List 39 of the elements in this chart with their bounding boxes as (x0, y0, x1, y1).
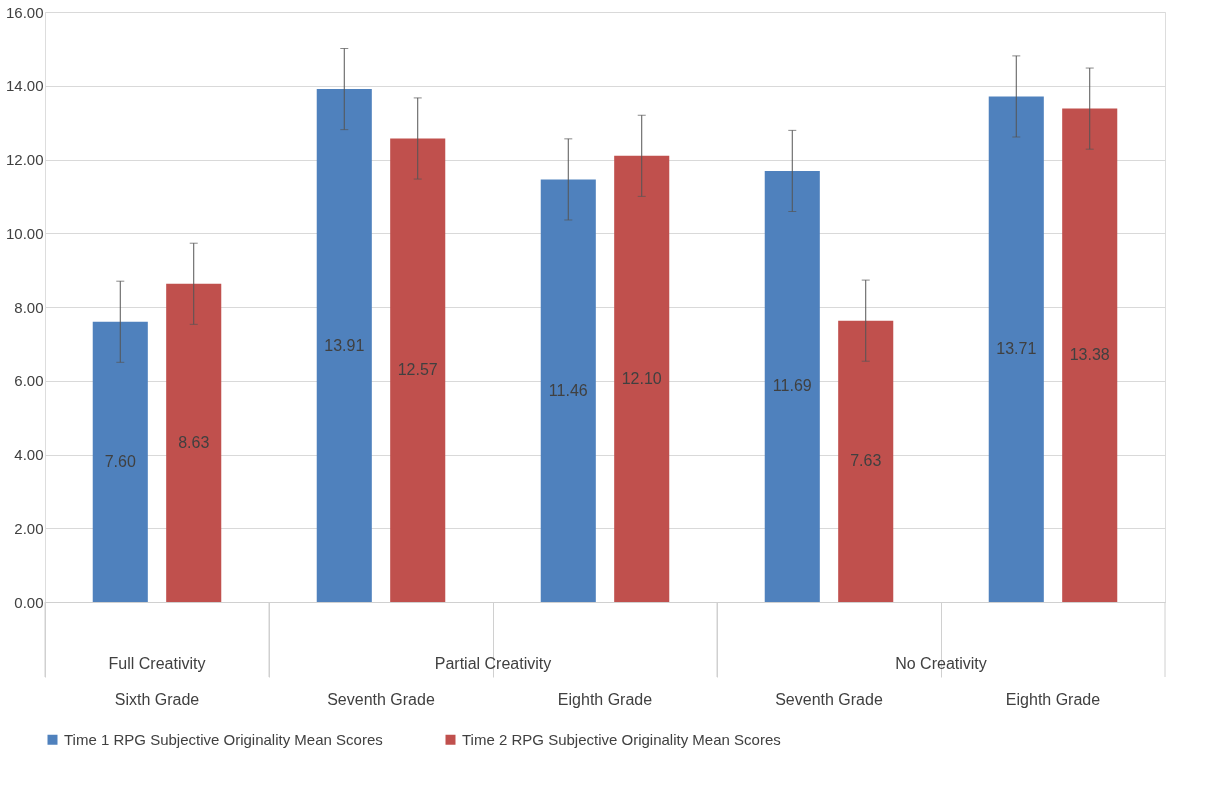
x-tick-label: Seventh Grade (327, 690, 435, 708)
legend-label: Time 1 RPG Subjective Originality Mean Scores (64, 730, 383, 748)
x-tick-label: Eighth Grade (557, 690, 653, 708)
data-label: 7.63 (850, 452, 882, 470)
y-tick-label: 16.00 (5, 3, 44, 21)
y-tick-label: 2.00 (14, 519, 44, 537)
data-label: 12.57 (397, 361, 438, 379)
y-tick-label: 0.00 (14, 593, 44, 611)
bar (316, 89, 372, 602)
x-tick-label: Eighth Grade (1005, 690, 1101, 708)
data-label: 11.69 (772, 377, 812, 395)
data-label: 13.38 (1069, 346, 1110, 364)
y-tick-label: 12.00 (5, 151, 44, 168)
bar (92, 321, 148, 602)
bar (1062, 108, 1118, 602)
x-tick-label: Sixth Grade (114, 690, 200, 708)
y-tick-label: 10.00 (5, 224, 44, 242)
data-label: 8.63 (178, 433, 210, 451)
text: Full Creativity (108, 655, 206, 672)
x-tick-label: Seventh Grade (775, 690, 883, 708)
bar (390, 138, 446, 602)
bar (764, 170, 820, 602)
data-label: 13.71 (996, 340, 1037, 358)
data-label: 11.46 (548, 381, 588, 399)
legend-label: Time 2 RPG Subjective Originality Mean Scores (462, 730, 781, 748)
bar (838, 320, 894, 602)
bar (988, 96, 1044, 602)
bar (166, 283, 222, 602)
text: Partial Creativity (434, 655, 552, 672)
y-tick-label: 8.00 (14, 298, 44, 316)
data-label: 13.91 (324, 336, 365, 354)
bar (614, 155, 670, 602)
bar (540, 179, 596, 602)
data-label: 12.10 (621, 369, 662, 387)
y-tick-label: 6.00 (14, 372, 44, 390)
text: No Creativity (895, 655, 987, 672)
y-tick-label: 4.00 (14, 446, 44, 463)
y-tick-label: 14.00 (5, 77, 44, 95)
data-label: 7.60 (104, 452, 136, 470)
